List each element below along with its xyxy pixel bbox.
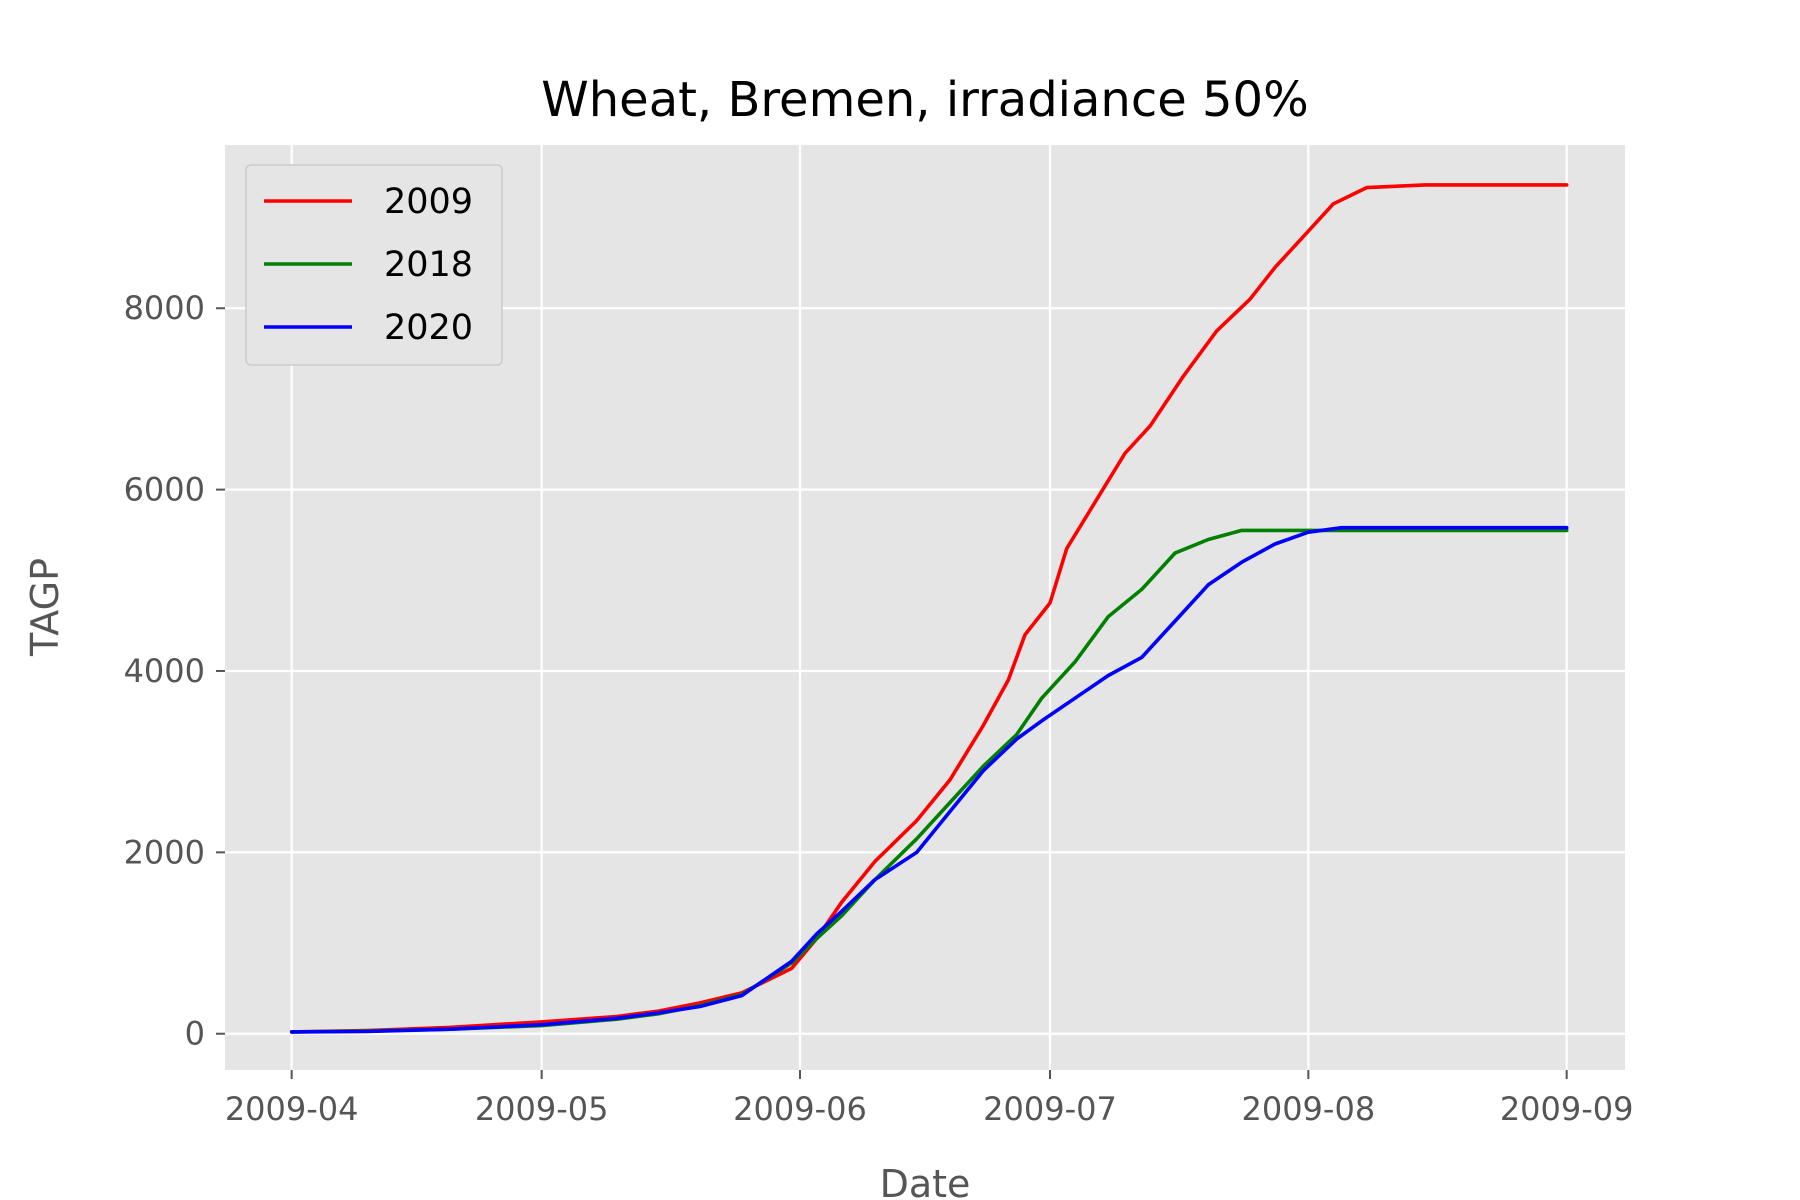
legend-label-2009: 2009 [384, 182, 473, 222]
chart-title: Wheat, Bremen, irradiance 50% [541, 72, 1308, 128]
y-axis-label: TAGP [23, 558, 67, 657]
x-tick-label: 2009-06 [733, 1090, 867, 1128]
y-tick-label: 0 [185, 1015, 205, 1053]
x-tick-label: 2009-09 [1500, 1090, 1634, 1128]
y-tick-label: 8000 [124, 289, 205, 327]
x-axis: 2009-04 2009-05 2009-06 2009-07 2009-08 2009-… [225, 1070, 1634, 1128]
series-lines [289, 183, 1569, 1034]
legend-label-2018: 2018 [384, 245, 473, 285]
x-tick-label: 2009-07 [983, 1090, 1117, 1128]
x-tick-label: 2009-04 [225, 1090, 359, 1128]
y-tick-label: 4000 [124, 652, 205, 690]
x-tick-label: 2009-05 [475, 1090, 609, 1128]
y-axis: 0 2000 4000 6000 8000 [124, 289, 225, 1053]
y-tick-label: 6000 [124, 471, 205, 509]
x-axis-label: Date [880, 1162, 971, 1200]
legend: 2009 2018 2020 [245, 164, 503, 366]
y-tick-label: 2000 [124, 833, 205, 871]
x-tick-label: 2009-08 [1241, 1090, 1375, 1128]
grid [225, 145, 1625, 1070]
legend-label-2020: 2020 [384, 308, 473, 348]
series-line-2020 [289, 525, 1569, 1034]
legend-box [245, 164, 503, 366]
